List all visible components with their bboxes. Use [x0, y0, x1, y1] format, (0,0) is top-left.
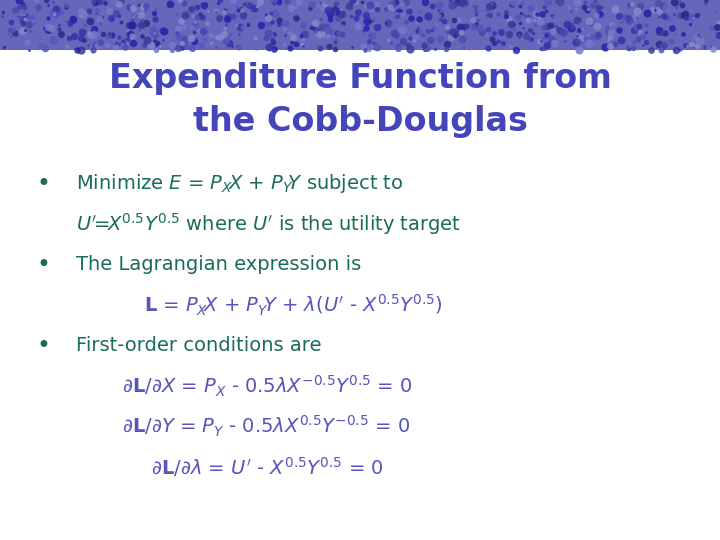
FancyBboxPatch shape — [0, 0, 720, 50]
Text: $\partial\mathbf{L}/\partial\mathit{X}$ = $\mathit{P_X}$ - 0.5$\lambda\mathit{X}: $\partial\mathbf{L}/\partial\mathit{X}$ … — [122, 374, 413, 399]
Text: First-order conditions are: First-order conditions are — [76, 336, 321, 355]
Text: $\partial\mathbf{L}/\partial\lambda$ = $\mathit{U'}$ - $\mathit{X}^{0.5}\mathit{: $\partial\mathbf{L}/\partial\lambda$ = $… — [151, 455, 384, 479]
Text: $\mathbf{L}$ = $\mathit{P_X}\!X$ + $\mathit{P_Y}\!Y$ + $\lambda(\mathit{U'}$ - $: $\mathbf{L}$ = $\mathit{P_X}\!X$ + $\mat… — [144, 293, 443, 318]
Text: Expenditure Function from: Expenditure Function from — [109, 62, 611, 95]
Text: •: • — [36, 334, 50, 357]
Text: $\partial\mathbf{L}/\partial\mathit{Y}$ = $\mathit{P_Y}$ - 0.5$\lambda\mathit{X}: $\partial\mathbf{L}/\partial\mathit{Y}$ … — [122, 414, 410, 439]
Text: •: • — [36, 253, 50, 276]
Text: The Lagrangian expression is: The Lagrangian expression is — [76, 255, 361, 274]
Text: the Cobb-Douglas: the Cobb-Douglas — [192, 105, 528, 138]
Text: $\mathit{U'\!\!=\!\!X^{0.5}Y^{0.5}}$ where $\mathit{U'}$ is the utility target: $\mathit{U'\!\!=\!\!X^{0.5}Y^{0.5}}$ whe… — [76, 211, 461, 237]
Text: Minimize $\mathit{E}$ = $\mathit{P_X}\!X$ + $\mathit{P_Y}\!Y$ subject to: Minimize $\mathit{E}$ = $\mathit{P_X}\!X… — [76, 172, 403, 195]
Text: •: • — [36, 172, 50, 195]
